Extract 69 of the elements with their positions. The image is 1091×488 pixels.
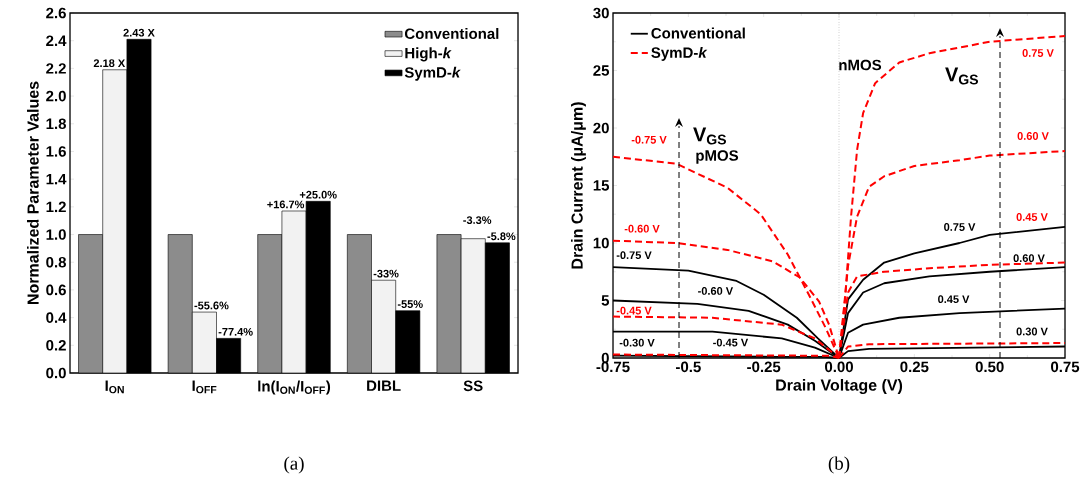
annotation: 0.75 V: [1022, 49, 1054, 57]
annotation: -0.45 V: [713, 338, 749, 347]
x-tick-label: DIBL: [367, 380, 401, 391]
y-tick-label: 0.0: [46, 367, 66, 379]
annotation: V$_{GS}$: [945, 67, 979, 85]
x-tick-label: SS: [463, 380, 483, 392]
annotation: -33%: [373, 269, 399, 278]
annotation: -77.4%: [218, 327, 253, 336]
text: (b): [828, 456, 850, 474]
annotation: -0.60 V: [698, 287, 734, 295]
y-tick-label: 2.6: [46, 7, 66, 19]
y-tick-label: 20: [593, 122, 609, 134]
annotation: 0.45 V: [938, 295, 970, 304]
annotation: 2.18 X: [93, 59, 126, 68]
x-tick-label: I$_{ON}$: [105, 380, 124, 394]
annotation: -5.8%: [487, 232, 516, 241]
annotation: 0.60 V: [1017, 132, 1049, 140]
y-tick-label: 0.4: [46, 312, 67, 323]
y-tick-label: 0.6: [46, 284, 66, 296]
text: (a): [284, 456, 304, 474]
annotation: +25.0%: [299, 190, 337, 199]
y-tick-label: 25: [593, 65, 610, 76]
legend-label: Conventional: [404, 28, 499, 40]
y-tick-label: 2.2: [46, 63, 66, 74]
legend-label: Conventional: [651, 27, 745, 39]
annotation: -0.45 V: [616, 306, 652, 315]
x-tick-label: 0.25: [900, 361, 929, 373]
y-tick-label: 5: [601, 295, 610, 306]
annotation: -0.75 V: [631, 135, 667, 144]
annotation: nMOS: [839, 59, 882, 71]
x-tick-label: -0.25: [747, 361, 781, 373]
annotation: 0.30 V: [1016, 327, 1048, 336]
annotation: -0.30 V: [619, 338, 655, 347]
legend-label: SymD-k: [404, 66, 461, 81]
y-tick-label: 1.4: [46, 173, 67, 185]
y-tick-label: 10: [593, 237, 609, 249]
x-tick-label: 0.00: [825, 361, 853, 373]
x-tick-label: 0.75: [1051, 361, 1080, 373]
y-tick-label: 0.8: [46, 256, 66, 268]
y-tick-label: 0.2: [46, 339, 66, 351]
annotation: 2.43 X: [123, 28, 155, 37]
x-tick-label: -0.5: [676, 361, 701, 373]
y-axis-title: Normalized Parameter Values: [27, 81, 39, 304]
y-tick-label: 15: [593, 180, 610, 191]
x-axis-title: Drain Voltage (V): [776, 379, 903, 394]
annotation: -3.3%: [463, 216, 492, 224]
legend-label: SymD-k: [651, 46, 708, 61]
annotation: 0.45 V: [1016, 213, 1048, 221]
annotation: 0.60 V: [1013, 254, 1045, 263]
y-tick-label: 1.0: [46, 229, 66, 240]
annotation: -0.75 V: [616, 251, 652, 260]
x-tick-label: I$_{OFF}$: [192, 380, 217, 394]
annotation: +16.7%: [267, 200, 305, 209]
annotation: -55.6%: [194, 301, 229, 310]
y-tick-label: 2.0: [46, 90, 66, 102]
x-tick-label: ln(I$_{ON}$/I$_{OFF}$): [258, 380, 331, 395]
annotation: pMOS: [696, 150, 739, 164]
legend-label: High-k: [405, 47, 452, 62]
y-tick-label: 30: [593, 7, 609, 19]
annotation: -0.60 V: [624, 224, 660, 233]
y-tick-label: 1.2: [46, 201, 66, 213]
x-tick-label: 0.50: [975, 361, 1004, 373]
annotation: 0.75 V: [944, 223, 976, 231]
annotation: -55%: [397, 300, 423, 308]
annotation: V$_{GS}$: [693, 127, 727, 145]
y-axis-title: Drain Current (μA/μm): [571, 102, 586, 269]
y-tick-label: 1.6: [46, 146, 66, 157]
y-tick-label: 1.8: [46, 118, 66, 130]
y-tick-label: 2.4: [46, 35, 67, 46]
